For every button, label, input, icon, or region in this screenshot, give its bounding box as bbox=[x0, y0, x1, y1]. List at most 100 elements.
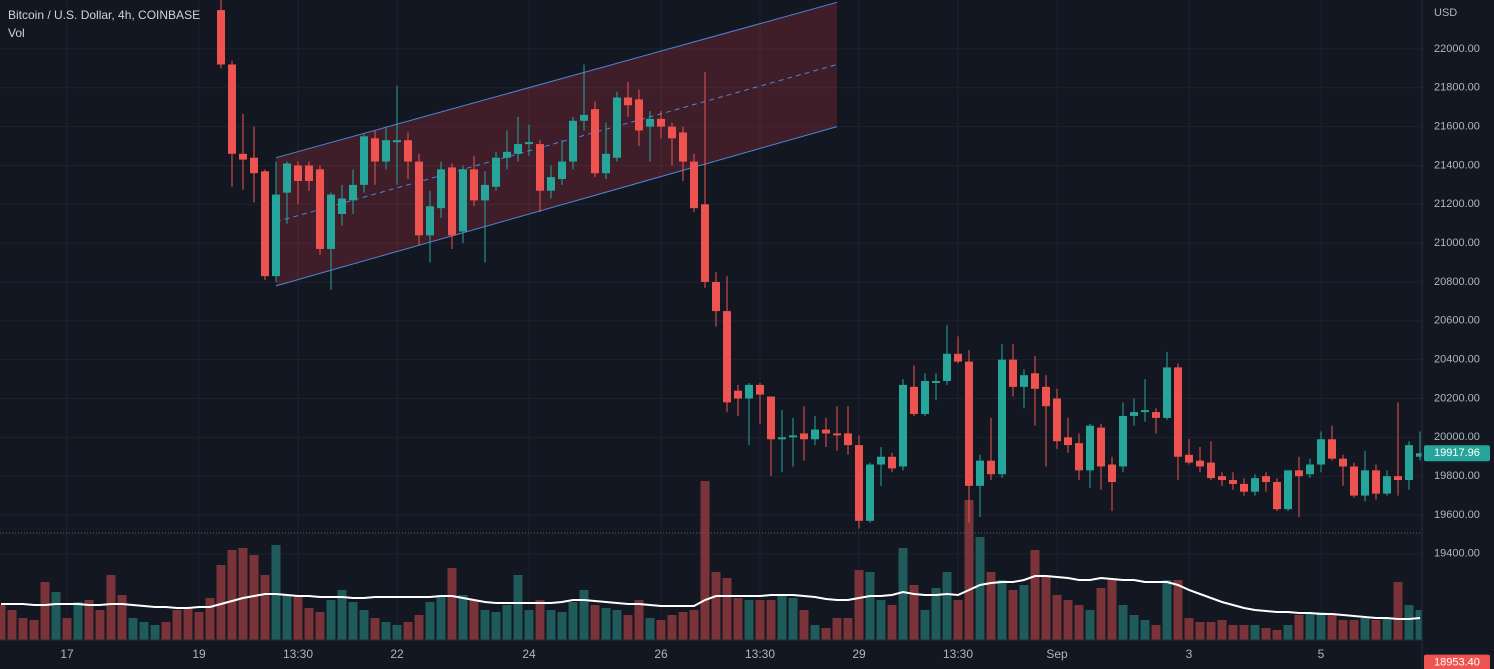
volume-bar bbox=[73, 602, 83, 640]
volume-bar bbox=[326, 600, 336, 640]
candle-body bbox=[877, 456, 885, 465]
volume-bar bbox=[1338, 620, 1348, 640]
channel-mid bbox=[275, 63, 838, 223]
y-tick-label: 20200.00 bbox=[1434, 392, 1480, 404]
volume-bar bbox=[788, 598, 798, 640]
candle-body bbox=[712, 281, 720, 312]
volume-bar bbox=[535, 600, 545, 640]
volume-bar bbox=[425, 602, 435, 640]
candle-body bbox=[1394, 476, 1402, 481]
volume-bar bbox=[546, 610, 556, 640]
volume-bar bbox=[1382, 618, 1392, 640]
volume-bar bbox=[172, 610, 182, 640]
volume-bar bbox=[986, 572, 996, 640]
x-tick-label: 13:30 bbox=[283, 647, 313, 661]
volume-bar bbox=[491, 612, 501, 640]
candle-body bbox=[338, 198, 346, 215]
candle-body bbox=[1306, 464, 1314, 475]
volume-bar bbox=[1415, 610, 1422, 640]
x-tick-label: 5 bbox=[1318, 647, 1325, 661]
volume-bar bbox=[887, 605, 897, 640]
candle-body bbox=[1174, 367, 1182, 457]
candle-body bbox=[459, 169, 467, 232]
candle-body bbox=[1251, 478, 1259, 492]
volume-bar bbox=[128, 618, 138, 640]
volume-bar bbox=[1404, 605, 1414, 640]
candle-body bbox=[668, 126, 676, 139]
candle-body bbox=[1108, 464, 1116, 482]
candle-body bbox=[1053, 398, 1061, 442]
candle-body bbox=[1042, 386, 1050, 407]
volume-bar bbox=[183, 608, 193, 640]
candle-body bbox=[932, 381, 940, 383]
volume-bar bbox=[1184, 618, 1194, 640]
candle-body bbox=[448, 167, 456, 236]
y-tick-label: 19600.00 bbox=[1434, 509, 1480, 521]
volume-bar bbox=[271, 545, 281, 640]
volume-bar bbox=[238, 548, 248, 640]
candle-body bbox=[921, 381, 929, 415]
candle-body bbox=[1339, 458, 1347, 467]
candle-body bbox=[1328, 439, 1336, 459]
volume-bar bbox=[1349, 620, 1359, 640]
candle-body bbox=[1185, 454, 1193, 463]
candle-body bbox=[228, 64, 236, 154]
candle-body bbox=[426, 206, 434, 236]
candle-body bbox=[316, 169, 324, 249]
volume-bar bbox=[370, 618, 380, 640]
volume-bar bbox=[7, 610, 17, 640]
channel-upper bbox=[275, 1, 838, 159]
candle-body bbox=[1361, 470, 1369, 496]
candle-body bbox=[250, 157, 258, 174]
candle-body bbox=[646, 118, 654, 127]
candle-body bbox=[327, 194, 335, 249]
volume-bar bbox=[799, 610, 809, 640]
volume-bar bbox=[117, 595, 127, 640]
volume-bar bbox=[447, 568, 457, 640]
volume-bar bbox=[1316, 612, 1326, 640]
x-tick-label: 29 bbox=[852, 647, 866, 661]
volume-bar bbox=[997, 580, 1007, 640]
volume-bar bbox=[854, 570, 864, 640]
candle-body bbox=[591, 109, 599, 174]
candle-body bbox=[734, 390, 742, 399]
candle-body bbox=[503, 151, 511, 158]
candle-body bbox=[371, 138, 379, 162]
volume-bar bbox=[733, 598, 743, 640]
candle-body bbox=[1207, 462, 1215, 479]
chart-title: Bitcoin / U.S. Dollar, 4h, COINBASE bbox=[8, 8, 200, 22]
volume-bar bbox=[645, 618, 655, 640]
volume-bar bbox=[403, 622, 413, 640]
volume-bar bbox=[601, 608, 611, 640]
candle-body bbox=[525, 142, 533, 145]
candle-body bbox=[1240, 483, 1248, 492]
candle-body bbox=[613, 97, 621, 158]
volume-bar bbox=[513, 575, 523, 640]
candle-body bbox=[1383, 476, 1391, 494]
candle-body bbox=[822, 429, 830, 434]
volume-bar bbox=[1162, 580, 1172, 640]
y-tick-label: 19800.00 bbox=[1434, 470, 1480, 482]
x-tick-label: 13:30 bbox=[745, 647, 775, 661]
candle-body bbox=[261, 171, 269, 277]
volume-bar bbox=[18, 618, 28, 640]
candle-body bbox=[1218, 476, 1226, 481]
candle-body bbox=[998, 359, 1006, 475]
volume-bar bbox=[1129, 615, 1139, 640]
candle-body bbox=[844, 433, 852, 446]
candle-body bbox=[569, 120, 577, 162]
candle-body bbox=[481, 184, 489, 201]
last-price-box bbox=[1424, 445, 1490, 462]
volume-bar bbox=[909, 585, 919, 640]
candle-body bbox=[1284, 470, 1292, 510]
volume-bar bbox=[469, 600, 479, 640]
volume-bar bbox=[1261, 628, 1271, 640]
volume-bar bbox=[1305, 612, 1315, 640]
candle-body bbox=[1372, 470, 1380, 494]
volume-bar bbox=[931, 588, 941, 640]
candle-body bbox=[723, 311, 731, 403]
candle-body bbox=[1317, 439, 1325, 465]
x-tick-label: Sep bbox=[1046, 647, 1068, 661]
candle-body bbox=[349, 184, 357, 201]
volume-bar bbox=[260, 575, 270, 640]
